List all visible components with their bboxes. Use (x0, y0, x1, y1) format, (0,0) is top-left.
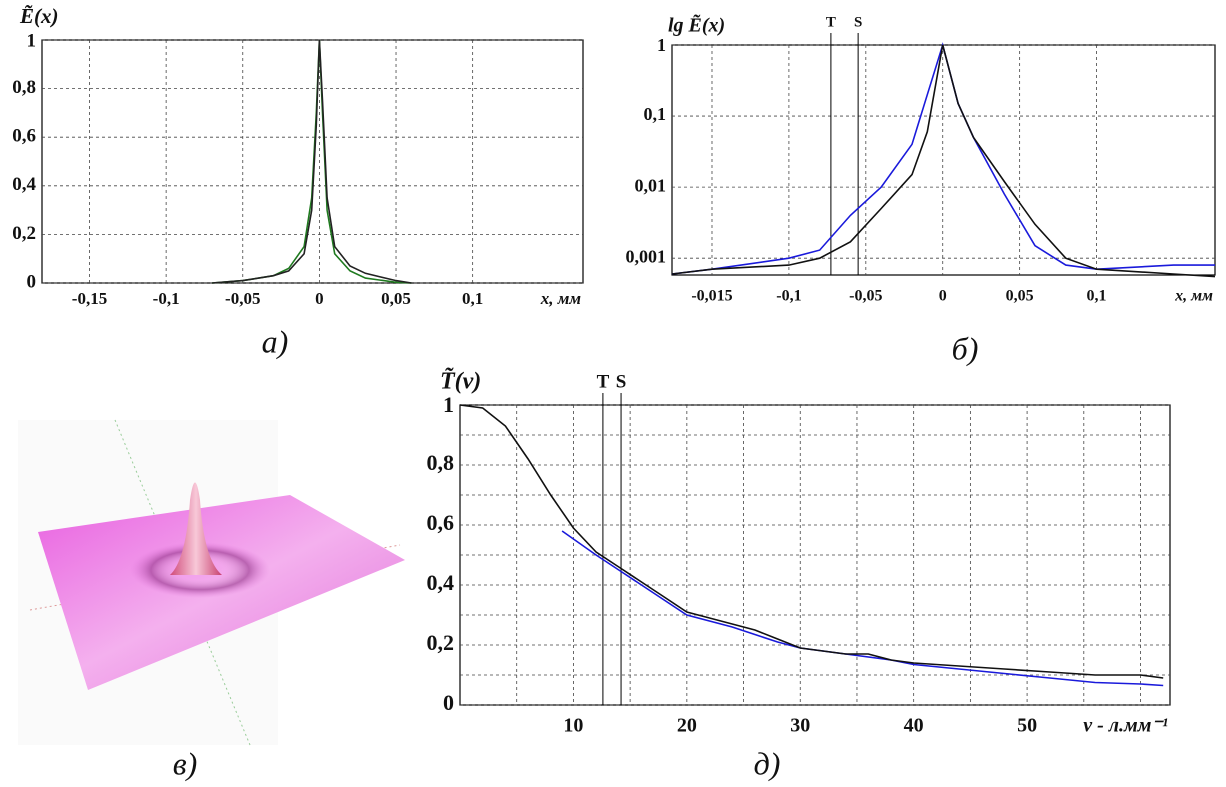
caption: в) (173, 745, 198, 781)
x-tick-label: 0 (315, 289, 324, 308)
x-tick-label: 30 (790, 715, 810, 737)
x-tick-label: -0,1 (776, 288, 801, 305)
marker-label: T (826, 14, 836, 30)
x-tick-label: -0,015 (691, 288, 732, 305)
x-tick-label: 10 (563, 715, 583, 737)
y-tick-label: 0,1 (644, 104, 667, 124)
x-tick-label: -0,15 (72, 289, 107, 308)
y-tick-label: 0 (443, 690, 454, 715)
y-tick-label: 0,2 (12, 223, 36, 244)
x-tick-label: 0,05 (1006, 288, 1034, 305)
x-tick-label: 0,05 (381, 289, 411, 308)
x-tick-label: 40 (904, 715, 924, 737)
x-tick-label: -0,05 (225, 289, 260, 308)
surface-peak (170, 482, 222, 575)
x-axis-label: x, мм (1174, 288, 1213, 305)
surface-image (18, 419, 405, 746)
y-tick-label: 0,8 (12, 77, 36, 98)
plot-area (41, 39, 584, 284)
y-tick-label: 0 (27, 271, 37, 292)
y-tick-label: 0,4 (12, 174, 36, 195)
caption: д) (754, 745, 781, 781)
series-line (212, 39, 412, 284)
x-tick-label: 20 (677, 715, 697, 737)
y-tick-label: 1 (443, 392, 454, 417)
y-tick-label: 0,4 (427, 570, 455, 595)
y-tick-label: 1 (27, 30, 37, 51)
chart-title: lg Ẽ(x) (668, 14, 725, 37)
y-tick-label: 0,6 (427, 510, 455, 535)
x-tick-label: -0,1 (153, 289, 180, 308)
plot-area (671, 44, 1216, 276)
marker-label: S (854, 14, 862, 30)
chart-title: T̃(ν) (440, 369, 481, 395)
x-tick-label: 0,1 (462, 289, 483, 308)
series-line (671, 44, 1216, 278)
caption: а) (262, 323, 289, 359)
x-tick-label: -0,05 (849, 288, 882, 305)
series-line (459, 404, 1164, 679)
marker-label: T (597, 371, 610, 392)
caption: б) (952, 330, 979, 366)
y-tick-label: 0,2 (427, 630, 455, 655)
y-tick-label: 0,8 (427, 450, 455, 475)
x-axis-label: x, мм (540, 289, 582, 308)
y-tick-label: 0,6 (12, 126, 36, 147)
chart-title: Ẽ(x) (19, 4, 59, 28)
y-tick-label: 1 (657, 35, 666, 55)
y-tick-label: 0,001 (626, 246, 667, 266)
y-tick-label: 0,01 (635, 175, 667, 195)
x-tick-label: 0,1 (1087, 288, 1107, 305)
x-tick-label: 0 (939, 288, 947, 305)
x-tick-label: 50 (1017, 715, 1037, 737)
marker-label: S (616, 371, 627, 392)
x-axis-label: ν - л.мм⁻¹ (1083, 715, 1168, 737)
